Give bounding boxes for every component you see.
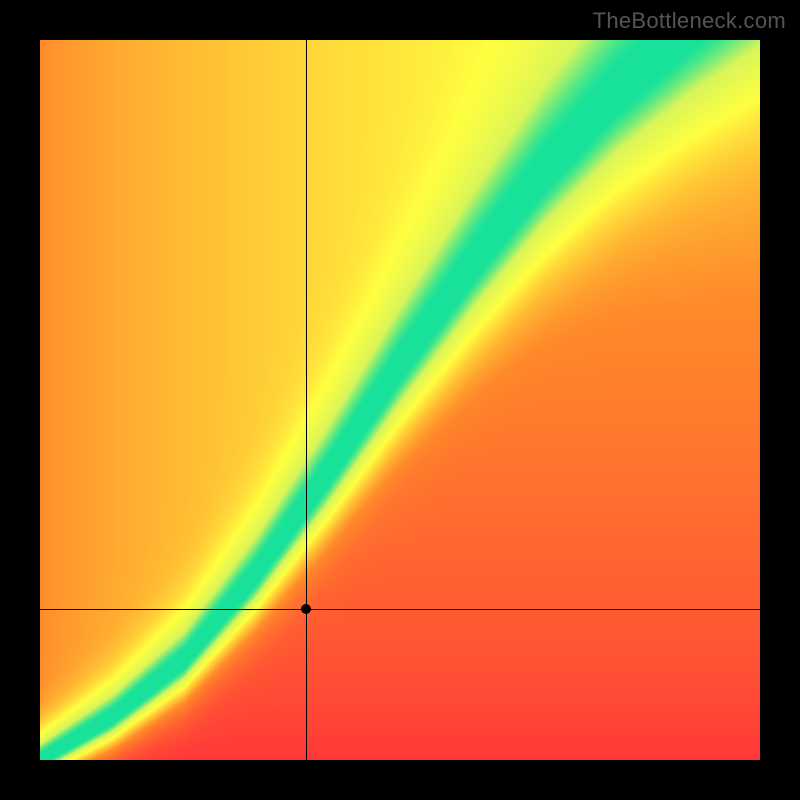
watermark-text: TheBottleneck.com <box>593 8 786 34</box>
data-point-marker <box>301 604 311 614</box>
crosshair-vertical <box>306 40 307 760</box>
crosshair-horizontal <box>40 609 760 610</box>
heatmap-canvas <box>40 40 760 760</box>
heatmap-plot <box>40 40 760 760</box>
chart-container: TheBottleneck.com <box>0 0 800 800</box>
